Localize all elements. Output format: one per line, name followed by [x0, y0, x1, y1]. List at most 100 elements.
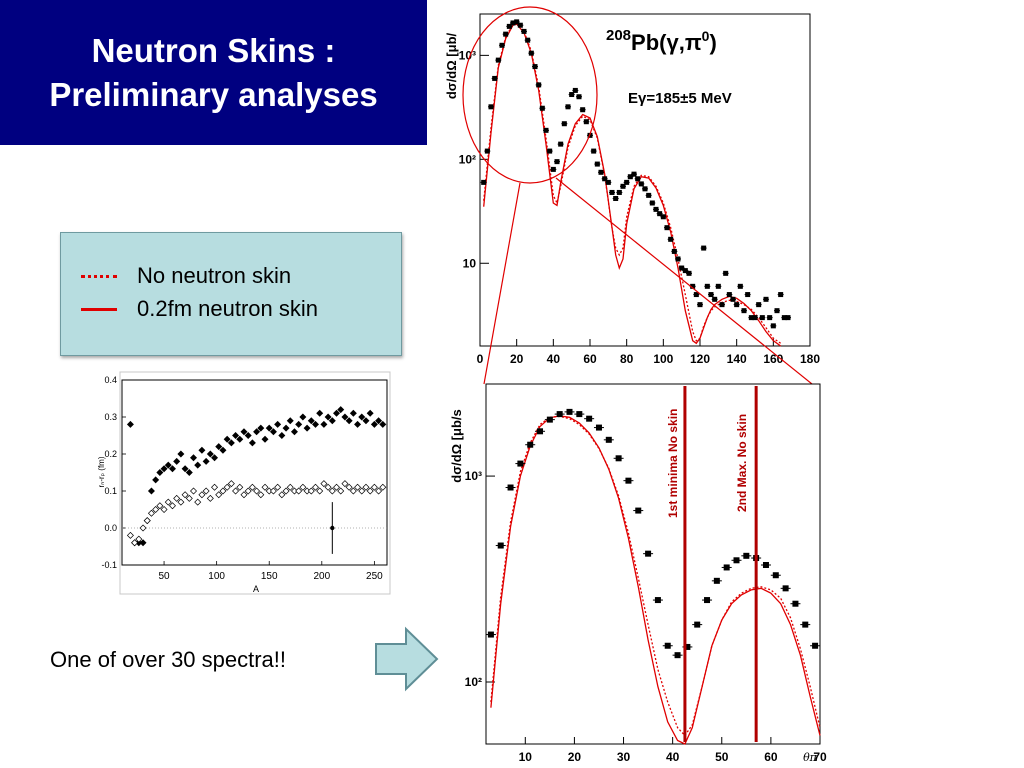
- data-point: [586, 415, 593, 422]
- open-diamond-point: [345, 483, 353, 491]
- open-diamond-point: [190, 487, 198, 495]
- data-point: [576, 94, 582, 100]
- open-diamond-point: [354, 483, 362, 491]
- open-diamond-point: [156, 502, 164, 510]
- data-point: [701, 245, 707, 251]
- data-point: [635, 507, 642, 514]
- y-tick-label: 10³: [459, 48, 476, 62]
- data-point: [525, 37, 531, 43]
- filled-diamond-point: [177, 450, 185, 458]
- open-diamond-point: [282, 487, 290, 495]
- open-diamond-point: [324, 483, 332, 491]
- y-tick-label: 0.3: [104, 412, 117, 422]
- filled-diamond-point: [299, 413, 307, 421]
- open-diamond-point: [219, 487, 227, 495]
- data-point: [645, 550, 652, 557]
- open-diamond-point: [135, 535, 143, 543]
- x-tick-label: 60: [764, 750, 778, 764]
- filled-diamond-point: [274, 420, 282, 428]
- open-diamond-point: [362, 483, 370, 491]
- y-tick-label: 10: [463, 256, 477, 270]
- data-point: [550, 166, 556, 172]
- data-point: [802, 621, 809, 628]
- data-point: [595, 424, 602, 431]
- data-point: [690, 283, 696, 289]
- filled-diamond-point: [370, 420, 378, 428]
- data-point: [723, 564, 730, 571]
- maxima-label: 2nd Max. No skin: [735, 414, 749, 512]
- data-point: [778, 292, 784, 298]
- data-point: [503, 31, 509, 37]
- open-diamond-point: [341, 480, 349, 488]
- open-diamond-point: [168, 502, 176, 510]
- legend-label-no-skin: No neutron skin: [137, 263, 292, 288]
- open-diamond-point: [248, 483, 256, 491]
- data-point: [556, 411, 563, 418]
- data-point: [492, 75, 498, 81]
- x-tick-label: 70: [813, 750, 827, 764]
- data-point: [704, 597, 711, 604]
- legend-box: No neutron skin 0.2fm neutron skin: [60, 232, 402, 356]
- data-point: [510, 20, 516, 26]
- data-point: [638, 181, 644, 187]
- data-point: [547, 148, 553, 154]
- filled-diamond-point: [126, 420, 134, 428]
- data-point: [743, 552, 750, 559]
- slide-title-line2: Preliminary analyses: [49, 75, 378, 113]
- data-point: [566, 408, 573, 415]
- legend-item-skin: 0.2fm neutron skin: [81, 296, 318, 322]
- filled-diamond-point: [185, 469, 193, 476]
- data-point: [726, 292, 732, 298]
- reaction-close: ): [709, 30, 716, 55]
- small-chart-background: [119, 371, 391, 595]
- data-point: [649, 200, 655, 206]
- data-point: [646, 192, 652, 198]
- data-point: [723, 270, 729, 276]
- x-tick-label: 100: [653, 352, 673, 366]
- x-tick-label: 30: [617, 750, 631, 764]
- open-diamond-point: [215, 491, 223, 499]
- small-ylabel: rₙ-rₚ (fm): [97, 456, 106, 487]
- open-diamond-point: [185, 494, 193, 502]
- data-point: [713, 577, 720, 584]
- data-point: [660, 214, 666, 220]
- data-point: [675, 256, 681, 262]
- bottom-plot-frame: [485, 383, 821, 745]
- dotted-line-sample: [81, 274, 117, 278]
- data-point: [653, 206, 659, 212]
- data-point: [576, 411, 583, 418]
- x-tick-label: 40: [666, 750, 680, 764]
- data-point: [558, 141, 564, 147]
- data-point: [499, 42, 505, 48]
- data-point: [741, 308, 747, 314]
- filled-diamond-point: [324, 413, 332, 421]
- open-diamond-point: [173, 494, 181, 502]
- reaction-mass: 208: [606, 27, 631, 44]
- right-arrow-icon: [375, 626, 439, 692]
- filled-diamond-point: [223, 435, 231, 443]
- data-point: [737, 283, 743, 289]
- solid-line-sample: [81, 307, 117, 311]
- data-point: [635, 176, 641, 182]
- legend-item-no-skin: No neutron skin: [81, 263, 291, 289]
- open-diamond-point: [370, 483, 378, 491]
- data-point: [694, 621, 701, 628]
- data-point: [591, 148, 597, 154]
- filled-diamond-point: [194, 461, 202, 469]
- data-point: [554, 159, 560, 165]
- x-tick-label: 50: [715, 750, 729, 764]
- filled-diamond-point: [257, 424, 265, 432]
- data-point: [679, 265, 685, 271]
- top-ylabel: dσ/dΩ [μb/: [444, 32, 459, 99]
- data-point: [625, 477, 632, 484]
- data-point: [642, 186, 648, 192]
- filled-diamond-point: [358, 413, 366, 421]
- y-tick-label: 10²: [465, 675, 482, 689]
- open-diamond-point: [240, 491, 248, 499]
- open-diamond-point: [143, 517, 151, 525]
- open-diamond-point: [181, 491, 189, 499]
- data-point: [507, 484, 514, 491]
- zoomed-spectrum-chart: 10 20 30 40 50 60 70 10² 10³ dσ/dΩ [μb/s θπ 1st …: [449, 383, 827, 764]
- open-diamond-point: [349, 487, 357, 495]
